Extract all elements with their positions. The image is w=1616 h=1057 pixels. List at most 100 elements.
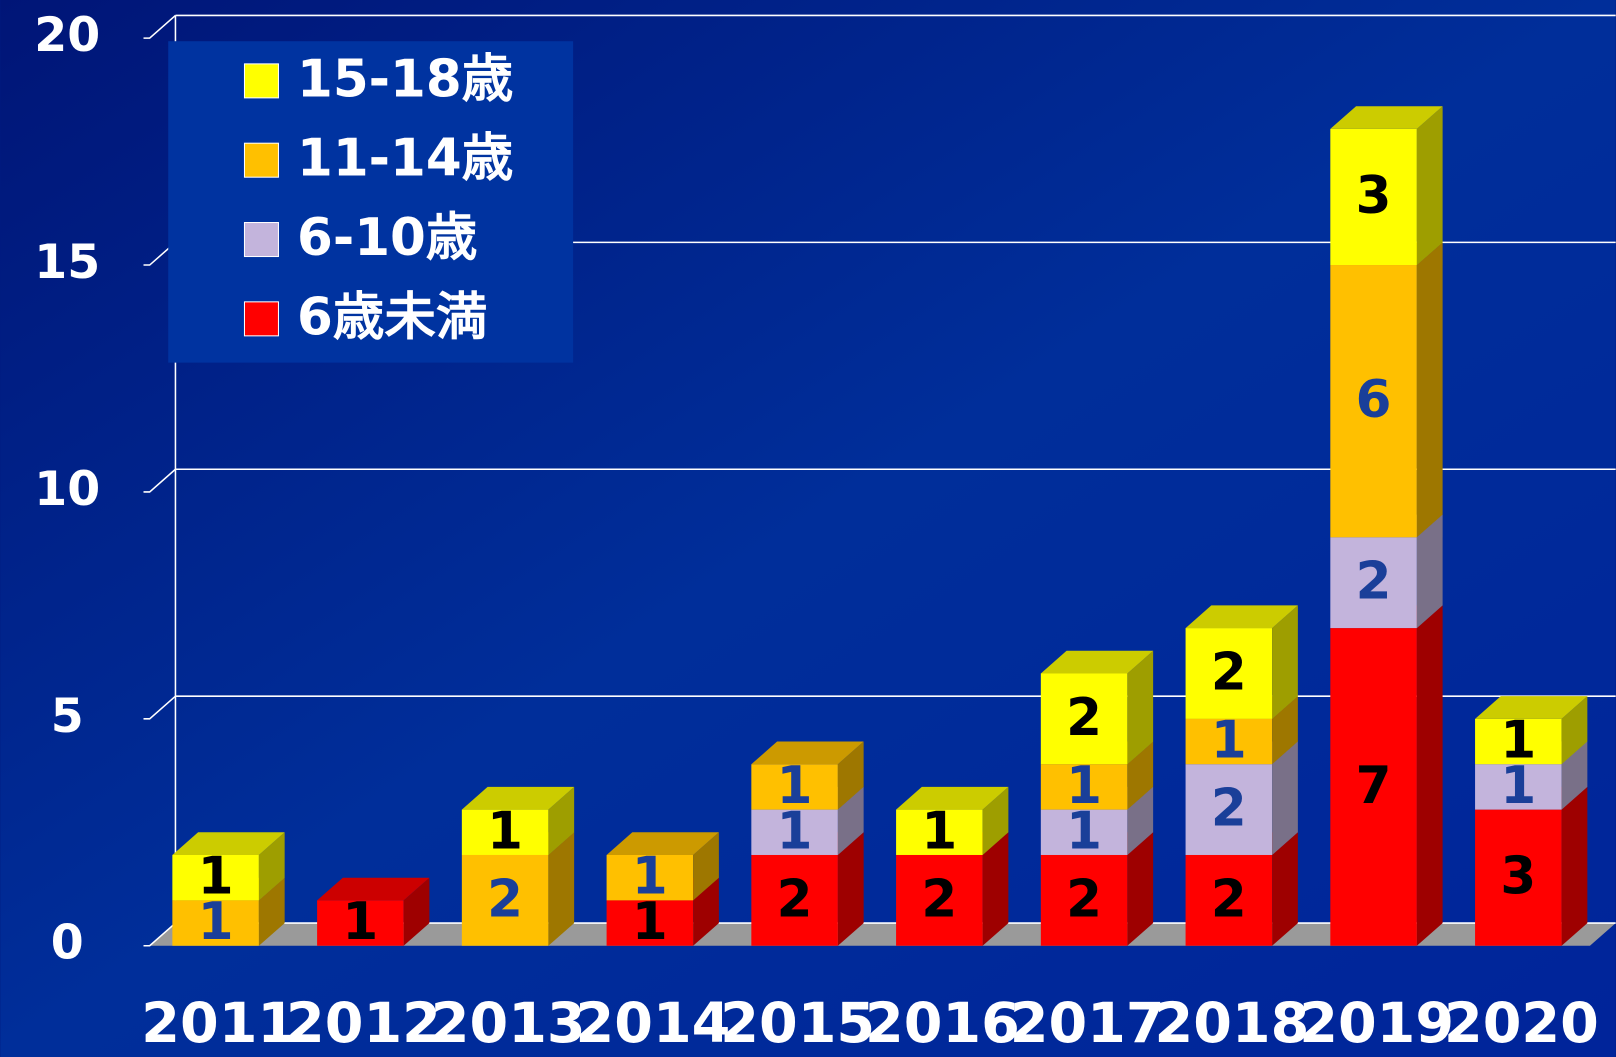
bar-side [1416,242,1443,538]
bar-side [1272,605,1298,719]
data-label: 2 [1356,552,1392,612]
bar-side [1416,605,1443,946]
bar-segment [751,854,838,946]
data-label: 1 [1500,756,1536,816]
x-tick-label: 2019 [1299,991,1454,1056]
legend-swatch [243,301,279,337]
bar-top [751,741,864,765]
legend-swatch [243,63,279,99]
bar-side [837,832,864,946]
bar-side [982,832,1009,946]
bar-side [548,786,575,855]
data-label: 1 [777,756,813,816]
bar-segment [1475,764,1562,810]
bar-top [1330,106,1443,129]
bar-segment [896,809,983,855]
y-tick-label: 15 [34,235,100,290]
bar-segment [606,854,694,901]
y-tick-label: 0 [51,916,84,971]
data-label: 3 [1500,847,1536,907]
data-label: 2 [1066,869,1102,929]
bar-side [1127,741,1154,810]
bar-segment [317,900,404,946]
bar-side [403,877,430,946]
legend-label: 6歳未満 [297,287,487,347]
y-tick-label: 10 [34,462,100,517]
x-tick-label: 2016 [865,991,1020,1056]
bar-side [1561,696,1588,765]
bar-segment [1040,764,1128,810]
bar-side [837,741,864,810]
y-tick [143,468,176,493]
x-tick-label: 2015 [720,991,875,1056]
data-label: 1 [632,847,668,907]
bar-segment [606,900,694,946]
data-label: 2 [1211,779,1247,839]
data-label: 1 [777,801,813,861]
bar-segment [751,764,838,810]
data-label: 1 [921,801,957,861]
bar-side [1272,741,1298,855]
data-label: 2 [777,869,813,929]
data-label: 3 [1356,166,1392,226]
legend-swatch [243,222,279,258]
y-tick [143,695,176,720]
x-tick-label: 2020 [1444,991,1599,1056]
data-label: 2 [1066,688,1102,748]
legend-label: 15-18歳 [297,49,513,109]
bar-segment [1330,628,1417,946]
data-label: 2 [921,869,957,929]
y-tick [143,14,176,39]
data-label: 6 [1356,370,1392,430]
bar-side [693,877,719,946]
bar-side [1416,106,1443,266]
bar-segment [1475,809,1562,946]
y-tick [143,241,176,266]
bar-side [1561,786,1588,946]
bar-segment [1330,128,1417,266]
bar-segment [1040,673,1128,765]
bar-top [606,832,719,855]
bar-segment [1040,809,1128,855]
data-label: 2 [1211,869,1247,929]
bar-top [1475,696,1588,719]
bar-side [258,877,285,946]
bar-segment [1475,718,1562,765]
data-label: 7 [1356,756,1392,816]
x-tick-label: 2018 [1155,991,1310,1056]
bar-segment [751,809,838,855]
bar-side [982,786,1009,855]
bar-side [1127,786,1154,855]
bar-segment [1185,854,1273,946]
bar-segment [1330,537,1417,629]
legend-box [168,41,574,363]
bar-side [548,832,575,946]
bar-side [837,786,864,855]
data-label: 1 [1066,801,1102,861]
y-tick [143,922,176,947]
bar-top [317,877,430,901]
data-label: 1 [487,801,523,861]
bar-side [1127,832,1154,946]
x-tick-label: 2017 [1010,991,1165,1056]
data-label: 1 [198,847,234,907]
data-label: 1 [1066,756,1102,816]
data-label: 1 [1500,711,1536,771]
bar-side [1272,696,1298,765]
data-label: 1 [342,892,378,952]
bar-top [1040,650,1154,674]
bar-side [1561,741,1588,810]
data-label: 1 [198,892,234,952]
data-label: 1 [1211,711,1247,771]
bar-segment [172,854,259,901]
bar-segment [461,854,549,946]
bar-side [1127,650,1154,765]
y-tick-label: 20 [34,8,100,63]
bar-side [693,832,719,901]
bar-side [1416,514,1443,629]
x-tick-label: 2013 [431,991,586,1056]
bar-segment [461,809,549,855]
data-label: 2 [487,869,523,929]
bar-top [172,832,285,855]
